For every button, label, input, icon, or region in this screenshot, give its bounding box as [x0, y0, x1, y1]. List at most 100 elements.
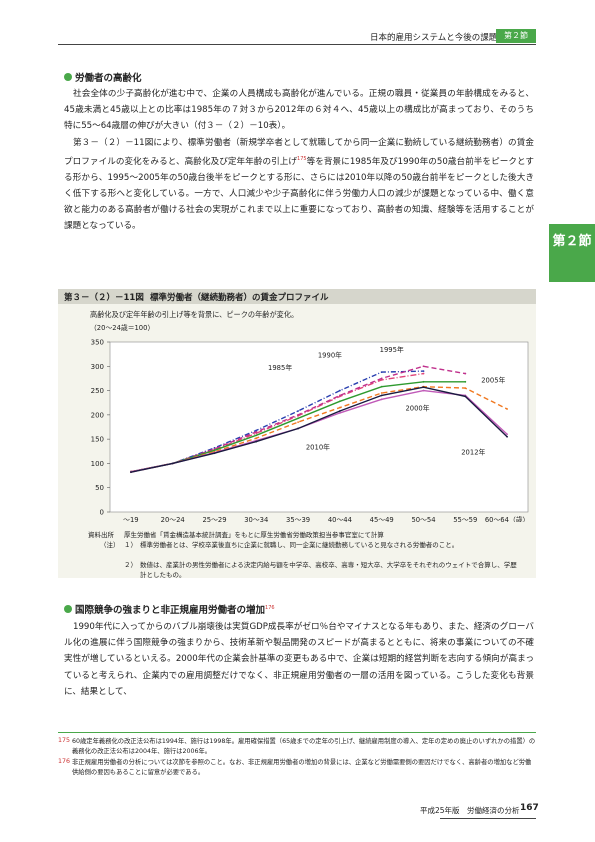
footnote-ref[interactable]: 176: [265, 604, 275, 611]
data-point: [380, 394, 383, 397]
data-point: [506, 433, 508, 436]
data-point: [422, 380, 425, 383]
section-heading-competition: 国際競争の強まりと非正規雇用労働者の増加176: [64, 602, 275, 616]
data-point: [339, 389, 341, 392]
footnote-number: 176: [58, 758, 71, 765]
data-point: [297, 413, 299, 416]
paragraph-text: 等を背景に1985年及び1990年の50歳台前半をピークとする形から、1995～…: [64, 156, 534, 232]
data-point: [255, 432, 258, 435]
data-point: [339, 394, 341, 397]
note-number: ２）: [124, 561, 137, 569]
note-label: （注）: [100, 541, 120, 549]
series-label: 1985年: [268, 363, 292, 372]
footnote-number: 175: [58, 737, 71, 744]
footnote-ref[interactable]: 175: [297, 155, 307, 162]
data-point: [171, 462, 174, 465]
figure-unit: （20～24歳＝100）: [90, 324, 155, 332]
data-point: [506, 435, 508, 438]
section-heading-text: 国際競争の強まりと非正規雇用労働者の増加: [75, 605, 266, 616]
figure-title: 標準労働者（継続勤務者）の賃金プロファイル: [150, 293, 329, 303]
running-header-title: 日本的雇用システムと今後の課題: [370, 33, 498, 43]
series-label: 1990年: [318, 350, 342, 359]
section-heading-aging: 労働者の高齢化: [64, 70, 142, 84]
data-point: [422, 365, 425, 368]
footer-rule: [440, 818, 536, 819]
x-tick-label: 20～24: [161, 516, 185, 522]
x-tick-label: 30～34: [244, 516, 268, 522]
footnote-text: 非正規雇用労働者の分析については次節を参照のこと。なお、非正規雇用労働者の増加の…: [72, 759, 532, 776]
data-point: [464, 380, 467, 383]
data-point: [297, 410, 299, 412]
data-point: [213, 449, 216, 452]
section-heading-text: 労働者の高齢化: [75, 73, 142, 84]
paragraph: 第３－（２）－11図により、標準労働者（新規学卒者として就職してから同一企業に勤…: [64, 135, 534, 235]
data-point: [339, 412, 341, 414]
data-point: [339, 406, 341, 409]
y-tick-label: 0: [100, 509, 104, 517]
data-point: [255, 437, 258, 440]
y-tick-label: 50: [95, 484, 104, 492]
data-point: [380, 371, 383, 374]
plot-area: [109, 341, 529, 513]
section2-body: 1990年代に入ってからのバブル崩壊後は実質GDP成長率がゼロ％台やマイナスとな…: [64, 619, 534, 700]
data-point: [506, 408, 508, 410]
series-label: 1995年: [380, 345, 404, 354]
data-point: [213, 447, 216, 450]
series-line: [130, 386, 508, 473]
data-point: [422, 386, 425, 389]
y-tick-label: 250: [91, 387, 104, 395]
data-point: [464, 395, 467, 398]
data-point: [297, 427, 299, 430]
series-label: 2005年: [481, 376, 505, 385]
data-point: [297, 421, 299, 424]
y-tick-label: 150: [91, 436, 104, 444]
data-point: [422, 389, 425, 392]
header-rule: [58, 44, 536, 45]
data-point: [422, 372, 425, 375]
x-tick-label: 35～39: [286, 516, 310, 522]
x-tick-label: 60～64（歳）: [485, 515, 529, 522]
data-point: [380, 398, 383, 401]
section1-body: 社会全体の少子高齢化が進む中で、企業の人員構成も高齢化が進んでいる。正規の職員・…: [64, 86, 534, 235]
note-text: 標準労働者とは、学校卒業後直ちに企業に就職し、同一企業に継続勤務していると見なさ…: [140, 541, 459, 549]
running-header-section-tab: 第２節: [496, 29, 536, 43]
bullet-dot-icon: [64, 73, 72, 81]
data-point: [380, 377, 383, 380]
source-text: 厚生労働省「賃金構造基本統計調査」をもとに厚生労働省労働政策担当参事官室にて計算: [124, 531, 384, 539]
series-label: 2012年: [461, 447, 485, 456]
x-tick-label: 55～59: [453, 516, 477, 522]
paragraph: 社会全体の少子高齢化が進む中で、企業の人員構成も高齢化が進んでいる。正規の職員・…: [64, 89, 534, 132]
data-point: [255, 429, 258, 432]
side-section-tab: 第２節: [549, 224, 595, 282]
data-point: [339, 410, 341, 412]
data-point: [464, 372, 467, 375]
series-label: 2010年: [306, 443, 330, 452]
data-point: [213, 452, 216, 455]
x-tick-label: 40～44: [328, 516, 352, 522]
x-tick-label: 45～49: [370, 516, 394, 522]
data-point: [380, 378, 383, 381]
data-point: [380, 385, 383, 388]
data-point: [297, 417, 299, 420]
note-number: １）: [124, 541, 137, 549]
y-tick-label: 300: [91, 363, 104, 371]
page-number: 167: [520, 803, 539, 813]
figure-title-bar: [58, 289, 536, 304]
data-point: [255, 430, 258, 433]
figure-subtitle: 高齢化及び定年年齢の引上げ等を背景に、ピークの年齢が変化。: [90, 310, 299, 319]
y-tick-label: 350: [91, 339, 104, 347]
data-point: [255, 440, 258, 443]
series-line: [130, 372, 424, 473]
footer-publication: 平成25年版 労働経済の分析: [420, 806, 520, 815]
figure-number: 第３－（２）－11図: [64, 293, 144, 303]
source-label: 資料出所: [88, 531, 114, 539]
paragraph-text: 第３－（２）－11図により、標準労働者（新規学卒者として就職してから同一企業に勤…: [64, 137, 534, 167]
footnote-rule: [58, 732, 536, 733]
data-point: [464, 387, 467, 390]
data-point: [255, 434, 258, 437]
note-text: 数値は、産業計の男性労働者による決定内給与額を中学卒、高校卒、高専・短大卒、大学…: [140, 561, 517, 579]
x-tick-label: 50～54: [411, 516, 435, 522]
footnote-text: 60歳定年義務化の改正法公布は1994年、施行は1998年。雇用確保措置（65歳…: [72, 738, 536, 755]
x-tick-label: 25～29: [202, 516, 226, 522]
data-point: [422, 370, 425, 373]
